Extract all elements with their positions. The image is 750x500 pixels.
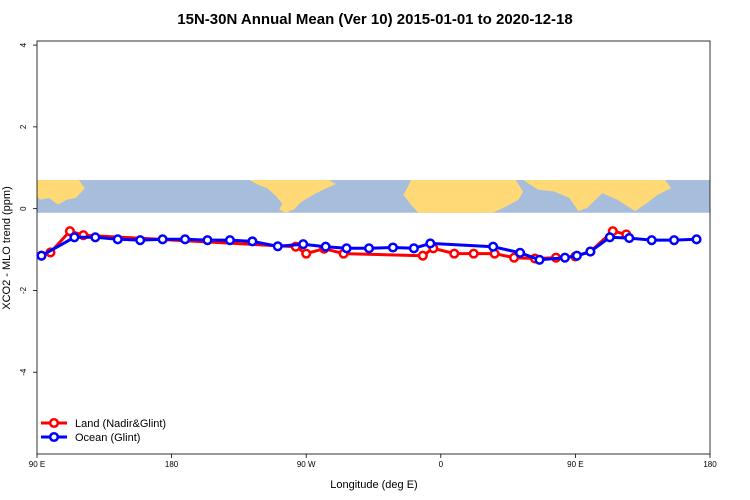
legend-label: Land (Nadir&Glint) xyxy=(75,418,166,430)
legend-marker xyxy=(48,417,60,429)
data-point xyxy=(320,241,331,252)
x-tick-label: 180 xyxy=(165,460,179,469)
data-point xyxy=(224,235,235,246)
data-point xyxy=(691,234,702,245)
y-tick-label: 4 xyxy=(19,42,28,47)
land-area xyxy=(249,180,337,213)
plot-frame xyxy=(36,40,711,455)
y-tick-label: -4 xyxy=(19,368,28,376)
legend-marker xyxy=(48,431,60,443)
data-point xyxy=(624,233,635,244)
legend-label: Ocean (Glint) xyxy=(75,432,140,444)
chart-title: 15N-30N Annual Mean (Ver 10) 2015-01-01 … xyxy=(177,11,572,28)
series-1 xyxy=(36,232,702,265)
data-point xyxy=(36,250,47,261)
x-axis-label: Longitude (deg E) xyxy=(330,479,417,491)
data-point xyxy=(247,236,258,247)
land-area xyxy=(403,180,524,213)
data-point xyxy=(202,235,213,246)
x-tick-label: 0 xyxy=(439,460,444,469)
y-axis-label: XCO2 - MLO trend (ppm) xyxy=(1,186,13,309)
data-point xyxy=(135,235,146,246)
data-point xyxy=(604,232,615,243)
data-point xyxy=(468,248,479,259)
y-tick-label: -2 xyxy=(19,286,28,294)
data-point xyxy=(509,252,520,263)
data-point xyxy=(488,241,499,252)
x-tick-label: 90 E xyxy=(29,460,45,469)
data-point xyxy=(515,247,526,258)
data-point xyxy=(69,232,80,243)
data-point xyxy=(157,234,168,245)
data-point xyxy=(90,232,101,243)
x-tick-label: 180 xyxy=(703,460,717,469)
data-point xyxy=(180,234,191,245)
data-point xyxy=(425,238,436,249)
world-map-band xyxy=(37,180,710,213)
series-line xyxy=(40,229,627,260)
data-point xyxy=(272,241,283,252)
x-tick-label: 90 W xyxy=(297,460,316,469)
data-point xyxy=(571,250,582,261)
data-point xyxy=(449,248,460,259)
y-tick-label: 2 xyxy=(19,124,28,129)
y-tick-label: 0 xyxy=(19,206,28,211)
data-point xyxy=(301,248,312,259)
land-area xyxy=(37,180,85,205)
x-tick-label: 90 E xyxy=(567,460,583,469)
data-point xyxy=(387,242,398,253)
data-point xyxy=(559,252,570,263)
data-point xyxy=(298,239,309,250)
data-point xyxy=(534,254,545,265)
data-point xyxy=(417,250,428,261)
data-point xyxy=(341,243,352,254)
data-point xyxy=(585,246,596,257)
data-point xyxy=(669,235,680,246)
land-area xyxy=(523,180,672,212)
data-point xyxy=(408,243,419,254)
legend: Land (Nadir&Glint) Ocean (Glint) xyxy=(41,417,166,444)
data-point xyxy=(112,234,123,245)
data-point xyxy=(363,243,375,254)
data-point xyxy=(646,235,657,246)
